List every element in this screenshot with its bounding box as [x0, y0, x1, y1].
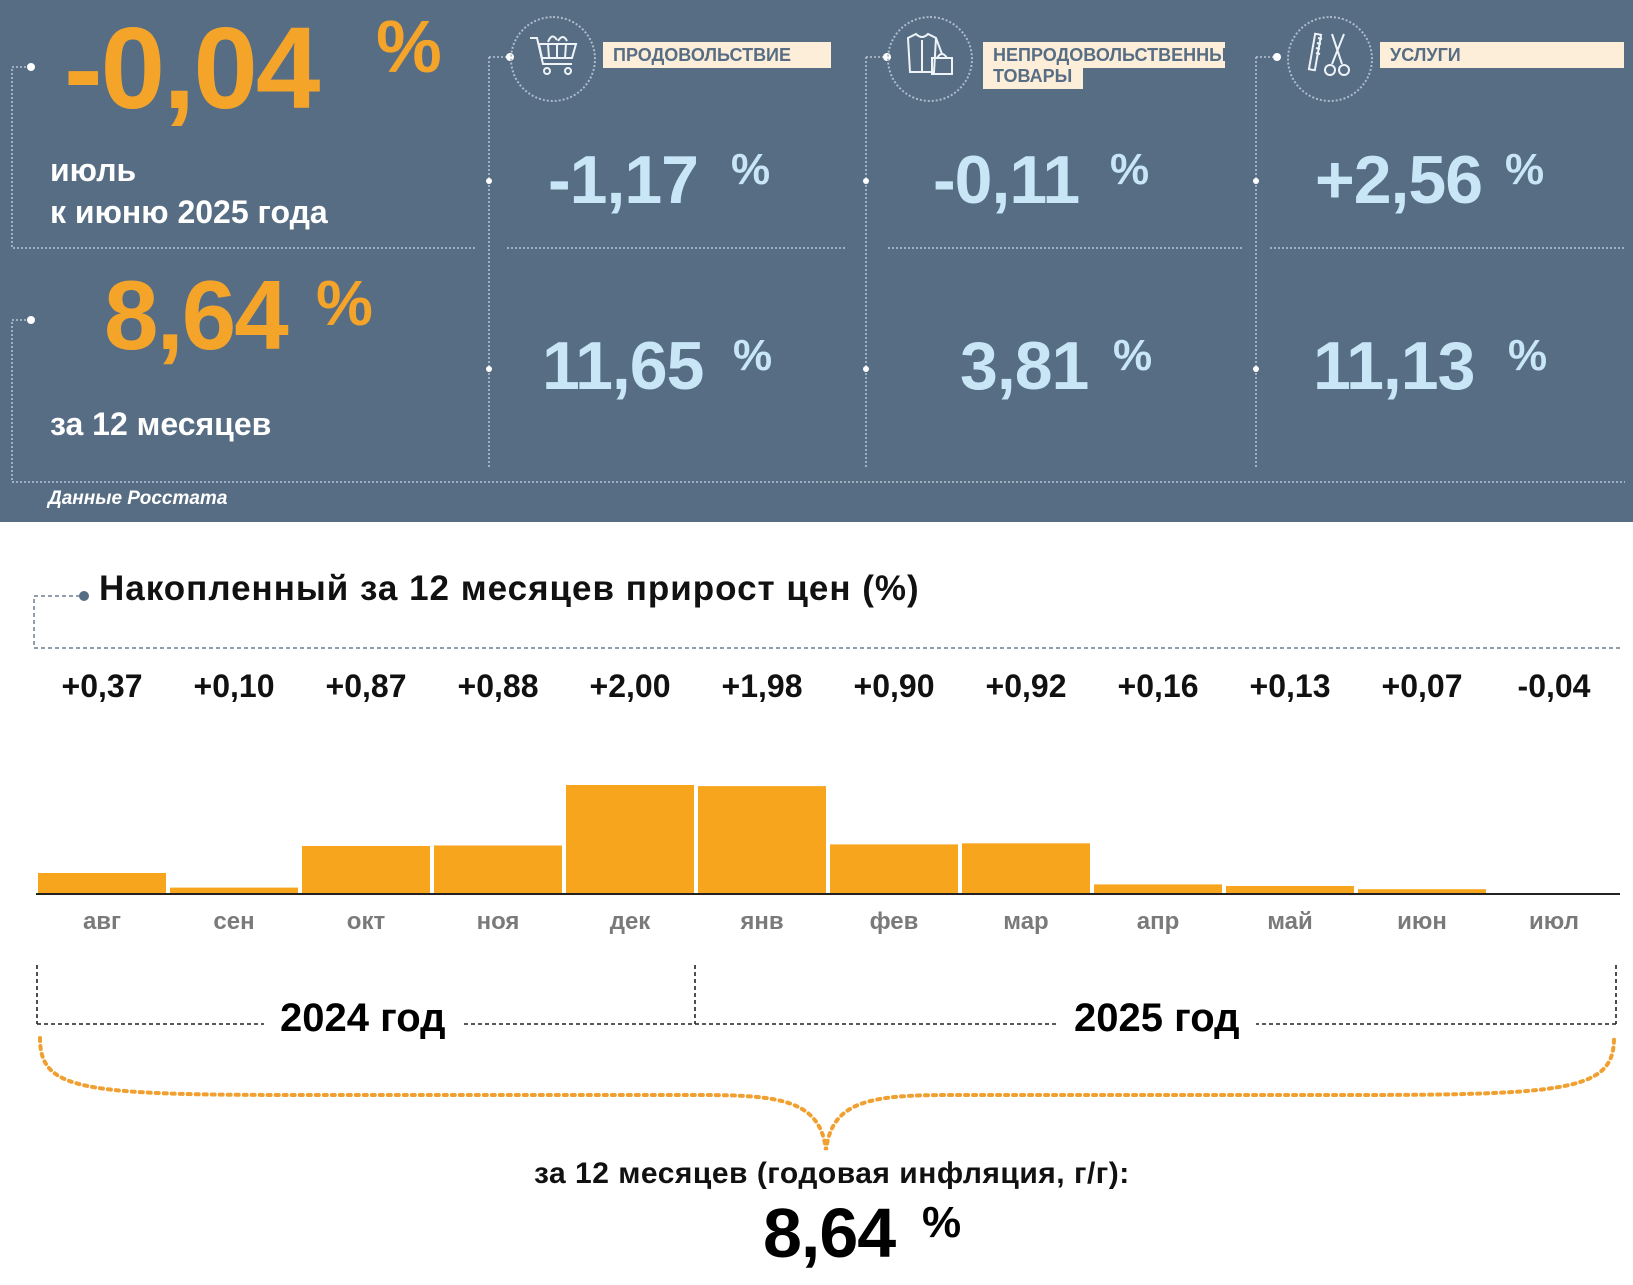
category-label-nonfood-line2: ТОВАРЫ — [983, 66, 1083, 89]
value-label-май: +0,13 — [1249, 668, 1331, 704]
value-label-апр: +0,16 — [1117, 668, 1199, 704]
value-label-ноя: +0,88 — [457, 668, 539, 704]
bar-авг — [38, 873, 166, 893]
year-label-2025: 2025 год — [1058, 996, 1256, 1041]
nonfood-annual-value: 3,81 — [960, 328, 1089, 404]
title-connector-lines — [33, 591, 1620, 649]
bullet-dot — [27, 316, 35, 324]
bullet-dot — [486, 178, 492, 184]
food-icon-circle — [510, 16, 596, 102]
nonfood-monthly-pct: % — [1110, 145, 1150, 194]
bullet-dot — [27, 63, 35, 71]
data-source: Данные Росстата — [48, 488, 228, 509]
value-label-июл: -0,04 — [1517, 668, 1591, 704]
services-annual-pct: % — [1508, 331, 1548, 380]
value-label-сен: +0,10 — [193, 668, 275, 704]
bar-сен — [170, 887, 298, 893]
shopping-cart-icon — [530, 35, 578, 75]
year-bracket-lines — [36, 965, 1617, 1151]
food-monthly-pct: % — [731, 145, 771, 194]
annual-pct-sign: % — [316, 267, 373, 339]
bullet-dot — [863, 178, 869, 184]
food-annual-value: 11,65 — [542, 328, 704, 404]
bar-дек — [566, 785, 694, 893]
bar-мар — [962, 843, 1090, 893]
chart-title: Накопленный за 12 месяцев прирост цен (%… — [99, 569, 920, 608]
monthly-inflation-value: -0,04 — [64, 3, 320, 133]
value-label-дек: +2,00 — [589, 668, 671, 704]
annual-inflation-value: 8,64 — [104, 260, 289, 370]
summary-panel: -0,04 % июль к июню 2025 года 8,64 % за … — [0, 0, 1633, 522]
year-label-2024: 2024 год — [264, 996, 462, 1041]
bullet-dot — [863, 366, 869, 372]
annual-inflation-caption: за 12 месяцев (годовая инфляция, г/г): — [534, 1157, 1130, 1190]
value-label-фев: +0,90 — [853, 668, 935, 704]
comb-scissors-icon — [1307, 32, 1350, 76]
bullet-dot — [486, 366, 492, 372]
bar-янв — [698, 786, 826, 893]
bullet-dot — [1273, 53, 1281, 61]
bullet-dot — [1253, 178, 1259, 184]
monthly-pct-sign: % — [376, 5, 442, 88]
value-label-мар: +0,92 — [985, 668, 1067, 704]
food-monthly-value: -1,17 — [548, 142, 699, 218]
monthly-label-line1: июль — [50, 152, 137, 188]
monthly-label-line2: к июню 2025 года — [50, 194, 328, 230]
bar-фев — [830, 844, 958, 893]
bar-chart — [36, 785, 1620, 895]
nonfood-icon-circle — [887, 16, 973, 102]
services-monthly-value: +2,56 — [1315, 142, 1483, 218]
bar-апр — [1094, 884, 1222, 893]
value-label-окт: +0,87 — [325, 668, 407, 704]
month-label-окт: окт — [346, 908, 386, 935]
panel-frame-lines — [11, 56, 1625, 483]
nonfood-monthly-value: -0,11 — [933, 142, 1080, 218]
bar-июн — [1358, 889, 1486, 893]
category-label-services: УСЛУГИ — [1380, 42, 1624, 68]
food-annual-pct: % — [733, 331, 773, 380]
month-label-дек: дек — [609, 908, 651, 935]
month-label-май: май — [1267, 908, 1313, 935]
month-label-июн: июн — [1397, 908, 1447, 935]
annual-label: за 12 месяцев — [50, 406, 272, 442]
bar-май — [1226, 886, 1354, 893]
bar-ноя — [434, 845, 562, 893]
month-label-июл: июл — [1529, 908, 1579, 935]
month-label-апр: апр — [1136, 908, 1180, 935]
month-label-фев: фев — [869, 908, 919, 935]
value-label-янв: +1,98 — [721, 668, 803, 704]
month-label-ноя: ноя — [476, 908, 520, 935]
clothes-bag-icon — [906, 32, 953, 75]
nonfood-annual-pct: % — [1113, 331, 1153, 380]
month-label-авг: авг — [82, 908, 122, 935]
services-annual-value: 11,13 — [1313, 328, 1475, 404]
category-label-food: ПРОДОВОЛЬСТВИЕ — [603, 42, 831, 68]
services-icon-circle — [1287, 16, 1373, 102]
services-monthly-pct: % — [1505, 145, 1545, 194]
month-label-мар: мар — [1003, 908, 1049, 935]
bar-окт — [302, 846, 430, 893]
value-label-июн: +0,07 — [1381, 668, 1463, 704]
month-label-янв: янв — [740, 908, 784, 935]
category-label-nonfood-line1: НЕПРОДОВОЛЬСТВЕННЫЕ — [983, 42, 1239, 68]
bottom-annual-pct: % — [922, 1198, 962, 1247]
bottom-annual-value: 8,64 — [763, 1194, 896, 1272]
value-label-авг: +0,37 — [61, 668, 143, 704]
bullet-dot — [1253, 366, 1259, 372]
month-label-сен: сен — [213, 908, 255, 935]
